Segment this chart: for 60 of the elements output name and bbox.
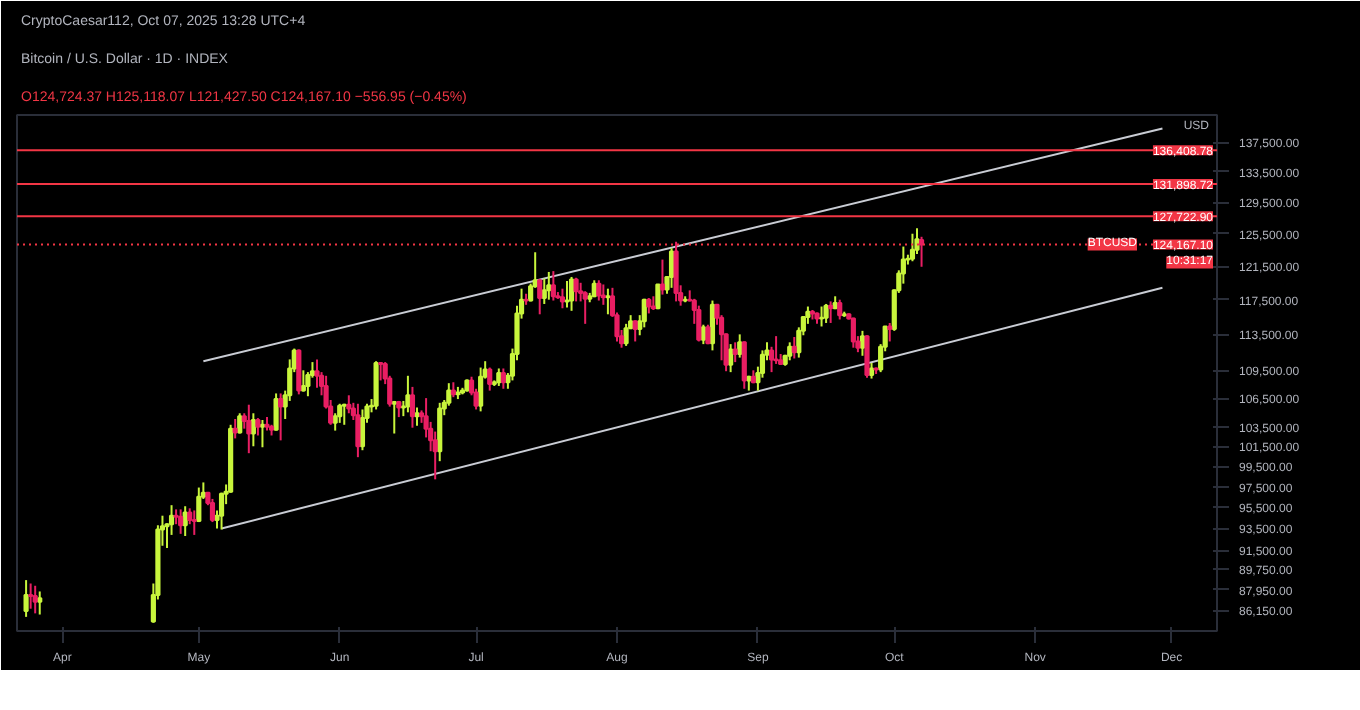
- candlestick: [218, 491, 225, 531]
- candlestick: [237, 412, 243, 435]
- candlestick: [632, 319, 638, 343]
- candlestick: [673, 240, 679, 303]
- candlestick: [391, 399, 397, 435]
- candlestick: [773, 335, 779, 365]
- candlestick: [828, 300, 834, 324]
- candlestick: [196, 486, 202, 524]
- candlestick: [559, 287, 566, 310]
- candlestick: [600, 283, 606, 306]
- candlestick: [541, 277, 547, 305]
- candlestick: [732, 341, 738, 364]
- candlestick: [596, 279, 602, 302]
- candlestick: [837, 298, 843, 321]
- candlestick: [918, 235, 925, 268]
- candlestick: [437, 401, 443, 463]
- candlestick: [273, 392, 279, 432]
- candlestick: [278, 392, 284, 442]
- candlestick: [337, 402, 343, 424]
- candlestick: [209, 497, 216, 524]
- candlestick: [414, 406, 420, 427]
- candlestick: [741, 340, 747, 390]
- candlestick: [550, 270, 556, 302]
- candlestick: [28, 582, 34, 610]
- candlestick: [178, 508, 184, 535]
- candlestick: [850, 316, 856, 349]
- candlestick: [582, 290, 588, 325]
- candlestick: [909, 232, 916, 263]
- candlestick: [246, 403, 252, 455]
- candlestick: [355, 402, 361, 459]
- candlestick: [668, 247, 675, 289]
- candlestick: [191, 509, 197, 536]
- candlestick: [296, 348, 302, 396]
- candlestick: [250, 412, 256, 448]
- candlestick: [314, 358, 320, 389]
- candlestick: [791, 336, 797, 360]
- candlestick: [232, 418, 238, 440]
- candlestick: [537, 278, 543, 316]
- candlestick: [914, 227, 920, 255]
- candlestick: [446, 382, 452, 407]
- candlestick: [900, 245, 906, 285]
- candlestick: [500, 367, 506, 390]
- candlestick: [823, 302, 829, 324]
- candlestick: [300, 369, 306, 393]
- candlestick: [405, 374, 411, 414]
- candlestick: [546, 270, 552, 301]
- candlestick: [23, 579, 29, 618]
- candlestick: [432, 430, 438, 481]
- candlestick: [605, 287, 611, 316]
- candlestick: [568, 275, 575, 312]
- candlestick: [737, 333, 743, 359]
- candlestick: [887, 321, 893, 343]
- candlestick: [641, 297, 647, 329]
- candlestick: [373, 360, 379, 411]
- candlestick: [655, 283, 661, 311]
- candlestick: [623, 322, 629, 347]
- candlestick: [696, 304, 702, 343]
- candlestick: [378, 361, 384, 382]
- candlestick: [37, 590, 43, 616]
- candlestick: [32, 584, 38, 615]
